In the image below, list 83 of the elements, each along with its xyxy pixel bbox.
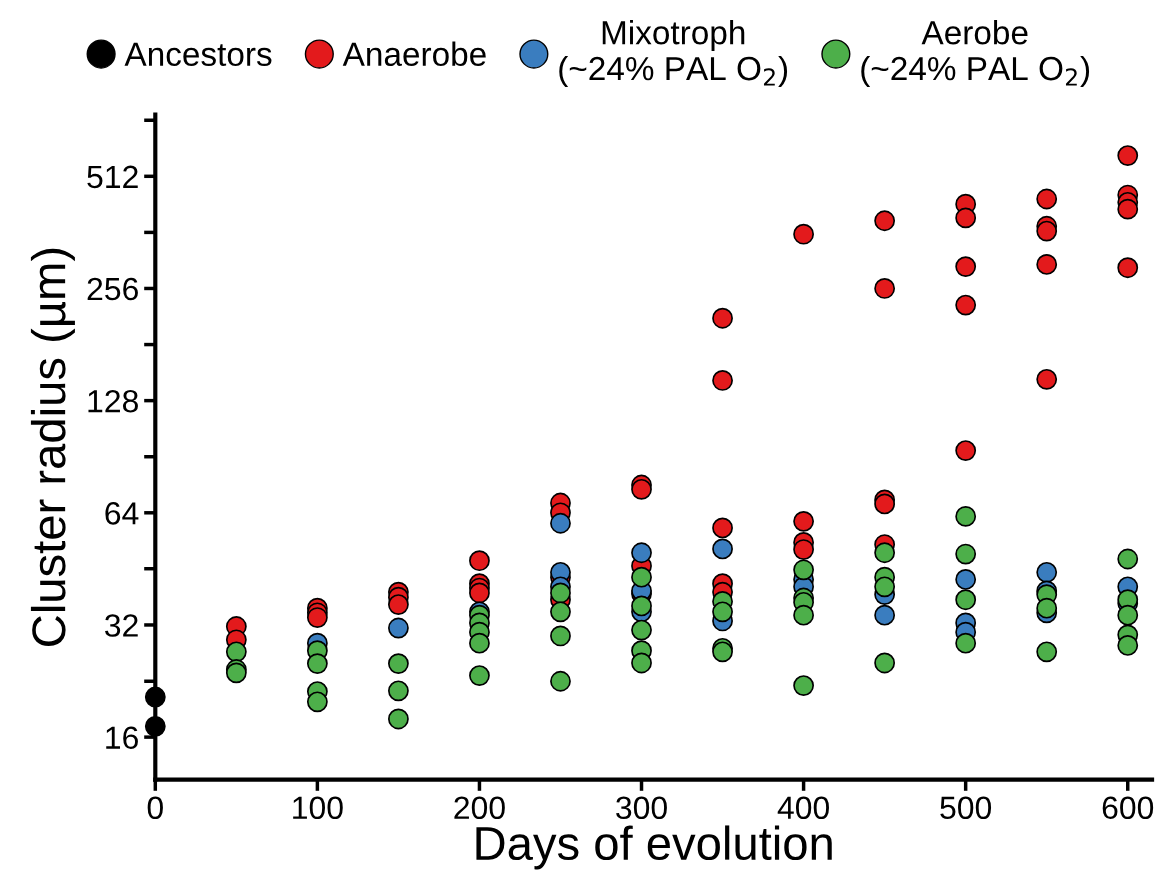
point [712,517,733,539]
point [712,601,733,623]
point [955,256,977,278]
point [1036,561,1058,583]
point [1036,597,1058,619]
point [712,370,733,391]
point [144,686,166,708]
point [874,604,896,626]
point [1036,188,1058,210]
x-tick-label: 0 [147,796,163,820]
point [793,539,814,560]
point [1117,548,1139,570]
point [550,670,571,692]
point [1036,220,1058,242]
point [955,294,977,316]
y-axis-title: Cluster radius (µm) [30,248,75,646]
point [550,512,571,534]
y-tick-label: 512 [87,165,138,189]
point [793,510,814,532]
point [631,595,652,617]
point [955,632,977,654]
point [550,582,571,604]
point [955,440,977,462]
point [1117,198,1139,220]
point [1036,254,1058,275]
point [874,210,896,232]
point [874,652,896,674]
point [631,566,652,588]
point [306,607,328,628]
y-tick-label: 32 [105,614,138,637]
point [874,542,896,564]
point [469,582,490,604]
point [1036,368,1058,390]
point [631,619,652,641]
point [712,307,733,329]
x-tick-label: 600 [1102,796,1154,820]
point [469,632,490,654]
point [874,576,896,598]
point [550,601,571,623]
legend-label: Mixotroph (~24% PAL O$_{2}$) [559,20,788,87]
point [1117,635,1139,656]
point [793,675,814,697]
point [955,569,977,590]
legend-label: Aerobe (~24% PAL O$_{2}$) [861,20,1090,87]
point [469,550,490,572]
point [955,543,977,565]
point [955,207,977,229]
legend-label: Anaerobe [342,41,486,67]
y-tick-label: 64 [105,502,139,525]
legend-label: Ancestors [124,42,272,67]
point [874,278,896,299]
point [631,542,652,564]
point [1117,145,1139,166]
point [1036,641,1058,663]
point [955,505,977,527]
point [388,653,409,675]
point [388,594,409,615]
point [793,604,814,626]
point [388,680,409,702]
point [469,665,490,687]
x-tick-label: 100 [293,796,343,820]
point [955,589,977,611]
x-tick-label: 300 [616,796,667,820]
point [388,708,409,730]
point [793,223,814,245]
y-tick-label: 128 [88,389,138,413]
point [712,538,733,560]
point [306,691,328,713]
y-tick-label: 256 [87,277,138,301]
point [225,641,247,663]
point [388,617,409,639]
y-tick-label: 16 [106,726,138,750]
point [144,715,166,737]
x-tick-label: 500 [940,796,992,820]
point [550,625,571,647]
point [793,559,814,581]
point [1117,257,1139,279]
x-axis-title: Days of evolution [476,825,832,870]
point [306,653,328,675]
point [1117,604,1139,626]
x-tick-label: 200 [454,796,505,820]
point [631,652,652,674]
x-tick-label: 400 [777,796,829,820]
